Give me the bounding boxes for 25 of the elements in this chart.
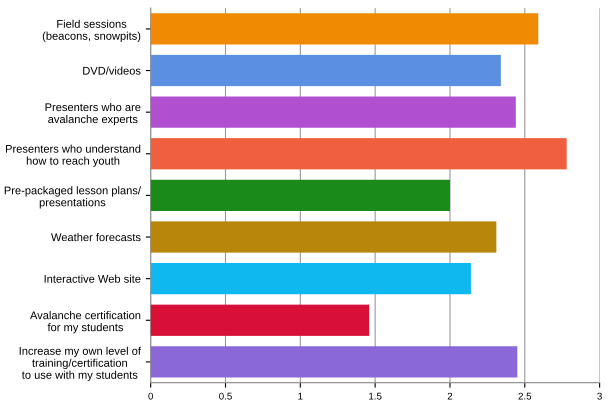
- bar: [150, 263, 471, 294]
- y-tick-label: DVD/videos: [83, 66, 141, 75]
- bar: [150, 346, 518, 378]
- x-tick-label: 1.5: [369, 392, 382, 400]
- y-tick-label: Weather forecasts: [51, 233, 141, 242]
- x-tick-label: 3: [597, 392, 602, 400]
- bar: [150, 54, 501, 86]
- bar: [150, 221, 496, 253]
- y-tick-label: Interactive Web site: [44, 274, 140, 283]
- x-tick-label: 2.5: [518, 392, 532, 400]
- y-tick-label: Field sessions (beacons, snowpits): [42, 20, 140, 42]
- x-tick-label: 1: [298, 392, 303, 400]
- y-tick-label: Increase my own level of training/certification to use with my students: [20, 346, 141, 382]
- y-tick-label: Presenters who are avalanche experts: [46, 102, 140, 126]
- y-tick-label: Avalanche certification for my students: [30, 311, 140, 334]
- bar: [150, 96, 516, 128]
- bar: [150, 304, 370, 336]
- y-tick-label: Pre-packaged lesson plans/ presentations: [4, 186, 141, 209]
- bar: [150, 180, 450, 212]
- x-tick-label: 2: [448, 392, 452, 400]
- bar: [150, 13, 538, 45]
- x-tick-label: 0.5: [219, 392, 232, 400]
- y-tick-label: Presenters who understand how to reach youth: [6, 144, 140, 167]
- x-tick-label: 0: [148, 392, 153, 400]
- bar: [150, 138, 567, 170]
